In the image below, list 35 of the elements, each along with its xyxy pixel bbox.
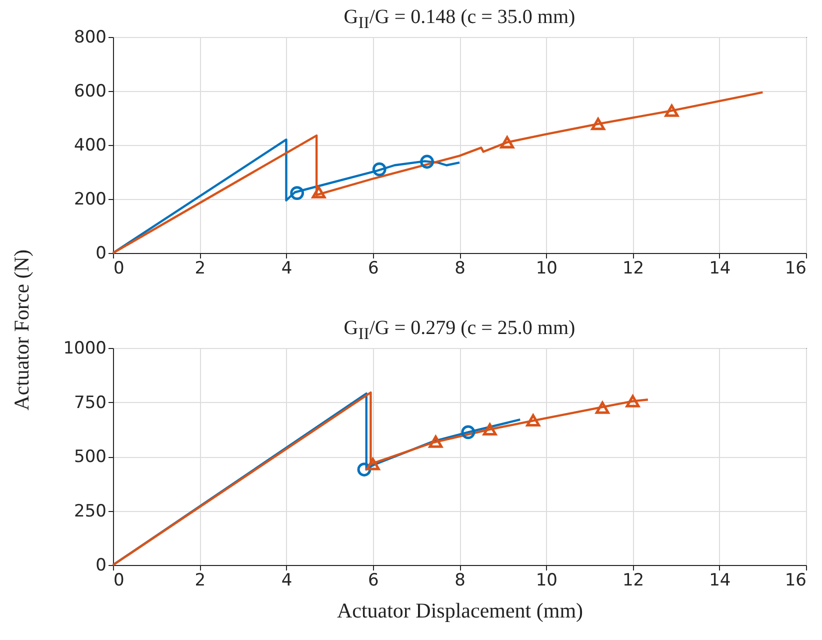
x-tick-label: 14 (709, 570, 731, 590)
y-tick-label: 0 (96, 556, 106, 576)
y-tick-label: 500 (74, 447, 106, 467)
y-tick-label: 750 (74, 392, 106, 413)
x-tick-label: 0 (114, 570, 124, 590)
y-tick-label: 200 (74, 190, 106, 210)
y-tick-label: 800 (74, 28, 106, 48)
x-tick-label: 10 (536, 258, 558, 278)
line-series (112, 91, 764, 254)
x-tick-label: 2 (194, 570, 206, 590)
y-tick-label: 1000 (63, 338, 106, 358)
y-axis-title: Actuator Force (N) (10, 250, 34, 410)
y-tick-label: 400 (74, 136, 106, 156)
line-series (112, 138, 461, 254)
x-tick-label: 12 (622, 258, 644, 278)
chart-title: G$_{II}$/G = 0.279 (c = 25.0 mm) (342, 317, 576, 344)
x-tick-label: 16 (784, 258, 806, 278)
line-series (112, 391, 650, 566)
y-tick-label: 250 (74, 501, 106, 522)
x-tick-label: 0 (114, 258, 124, 278)
y-tick-label: 0 (96, 244, 106, 264)
x-tick-label: 12 (622, 570, 644, 590)
chart-title: G$_{II}$/G = 0.148 (c = 35.0 mm) (342, 6, 576, 33)
x-tick-label: 2 (194, 258, 206, 278)
x-tick-label: 4 (281, 258, 292, 278)
x-tick-label: 14 (709, 258, 731, 278)
x-tick-label: 10 (536, 570, 558, 590)
y-tick-label: 600 (74, 82, 106, 102)
x-tick-label: 8 (454, 258, 466, 278)
x-tick-label: 4 (281, 570, 292, 590)
x-tick-label: 6 (368, 570, 379, 590)
x-axis-title: Actuator Displacement (mm) (336, 598, 584, 622)
x-tick-label: 6 (368, 258, 379, 278)
x-tick-label: 16 (784, 570, 806, 590)
x-tick-label: 8 (454, 570, 466, 590)
